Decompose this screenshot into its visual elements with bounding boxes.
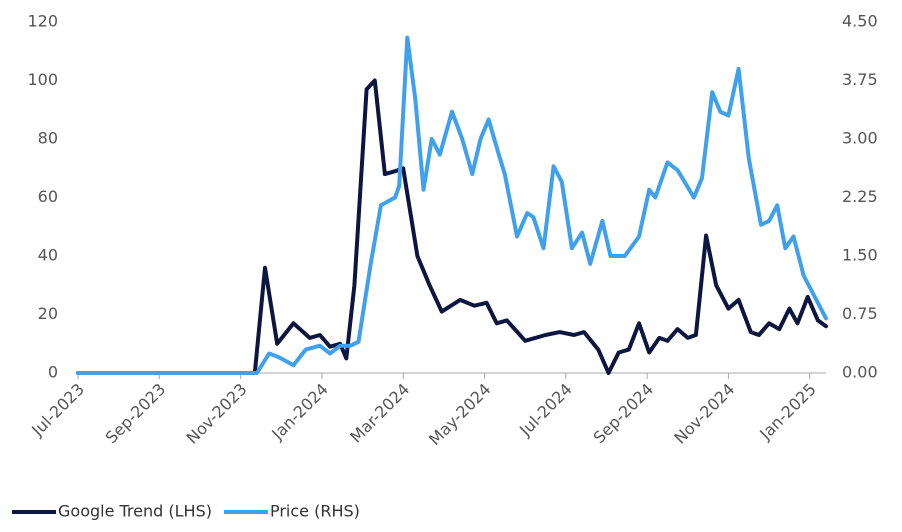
y2-tick-label: 1.50 — [842, 246, 878, 265]
x-tick-label: Nov-2023 — [183, 380, 251, 448]
x-tick-label: Nov-2024 — [670, 380, 738, 448]
y-tick-label: 40 — [38, 246, 58, 265]
series-line — [76, 35, 828, 375]
y2-tick-label: 3.00 — [842, 129, 878, 148]
series-line — [76, 78, 828, 375]
y-tick-label: 100 — [27, 70, 58, 89]
x-tick-label: Jan-2024 — [267, 380, 331, 444]
y2-tick-label: 0.00 — [842, 363, 878, 382]
x-tick-label: Jul-2023 — [27, 380, 88, 441]
y2-tick-label: 4.50 — [842, 12, 878, 31]
y-tick-label: 80 — [38, 129, 58, 148]
y2-tick-label: 0.75 — [842, 304, 878, 323]
x-tick-label: May-2024 — [425, 380, 495, 450]
y-tick-label: 120 — [27, 12, 58, 31]
x-tick-label: Sep-2023 — [102, 380, 170, 448]
legend-label: Price (RHS) — [270, 502, 360, 521]
x-tick-label: Jan-2025 — [755, 380, 819, 444]
y-tick-label: 60 — [38, 187, 58, 206]
x-tick-label: Mar-2024 — [346, 380, 413, 447]
x-tick-label: Jul-2024 — [515, 380, 576, 441]
y2-tick-label: 3.75 — [842, 70, 878, 89]
y-tick-label: 20 — [38, 304, 58, 323]
y-tick-label: 0 — [48, 363, 58, 382]
x-tick-label: Sep-2024 — [590, 380, 658, 448]
legend-label: Google Trend (LHS) — [58, 502, 212, 521]
y2-tick-label: 2.25 — [842, 187, 878, 206]
